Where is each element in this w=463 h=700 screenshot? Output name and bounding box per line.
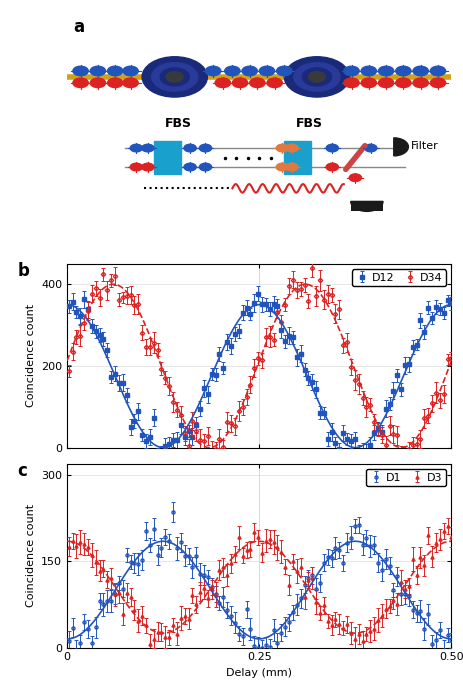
Circle shape: [276, 163, 288, 171]
Circle shape: [142, 57, 207, 97]
Circle shape: [90, 78, 106, 88]
Circle shape: [166, 71, 183, 82]
Circle shape: [142, 163, 154, 171]
Circle shape: [284, 57, 350, 97]
Circle shape: [286, 144, 298, 152]
Text: c: c: [17, 462, 27, 480]
Bar: [351, 201, 383, 211]
Circle shape: [344, 66, 359, 76]
Circle shape: [378, 66, 394, 76]
Circle shape: [267, 78, 282, 88]
Wedge shape: [351, 202, 383, 211]
Text: a: a: [73, 18, 84, 36]
Wedge shape: [394, 138, 408, 156]
Circle shape: [396, 66, 411, 76]
Circle shape: [361, 66, 376, 76]
Circle shape: [142, 144, 154, 152]
Circle shape: [326, 144, 338, 152]
Y-axis label: Coincidence count: Coincidence count: [25, 304, 36, 407]
Bar: [154, 141, 181, 174]
Circle shape: [430, 66, 446, 76]
Circle shape: [73, 78, 88, 88]
Circle shape: [276, 66, 292, 76]
Circle shape: [250, 78, 265, 88]
Circle shape: [232, 78, 248, 88]
Legend: D12, D34: D12, D34: [352, 270, 446, 286]
Y-axis label: Coincidence count: Coincidence count: [26, 504, 36, 607]
Text: Filter: Filter: [411, 141, 439, 150]
Circle shape: [308, 71, 325, 82]
Circle shape: [107, 66, 123, 76]
Circle shape: [184, 163, 196, 171]
Circle shape: [349, 174, 362, 181]
Circle shape: [430, 78, 446, 88]
Circle shape: [123, 66, 138, 76]
Circle shape: [344, 78, 359, 88]
Circle shape: [225, 66, 240, 76]
Circle shape: [215, 78, 231, 88]
Text: b: b: [17, 262, 29, 280]
Circle shape: [73, 66, 88, 76]
Circle shape: [396, 78, 411, 88]
Circle shape: [413, 66, 428, 76]
Circle shape: [90, 66, 106, 76]
Circle shape: [200, 163, 212, 171]
Circle shape: [130, 144, 143, 152]
Circle shape: [276, 144, 288, 152]
Circle shape: [326, 163, 338, 171]
Text: FBS: FBS: [165, 118, 192, 130]
Legend: D1, D3: D1, D3: [366, 469, 446, 486]
Circle shape: [123, 78, 138, 88]
Circle shape: [302, 68, 332, 86]
Circle shape: [242, 66, 257, 76]
Circle shape: [200, 144, 212, 152]
Circle shape: [378, 78, 394, 88]
Circle shape: [259, 66, 275, 76]
Circle shape: [160, 68, 189, 86]
Circle shape: [361, 78, 376, 88]
Circle shape: [152, 63, 198, 91]
Circle shape: [413, 78, 428, 88]
Circle shape: [206, 66, 221, 76]
Circle shape: [286, 163, 298, 171]
X-axis label: Delay (mm): Delay (mm): [226, 668, 292, 678]
Bar: [284, 141, 311, 174]
Circle shape: [130, 163, 143, 171]
Text: FBS: FBS: [296, 118, 323, 130]
Circle shape: [364, 144, 377, 152]
Circle shape: [184, 144, 196, 152]
Circle shape: [107, 78, 123, 88]
Circle shape: [294, 63, 340, 91]
